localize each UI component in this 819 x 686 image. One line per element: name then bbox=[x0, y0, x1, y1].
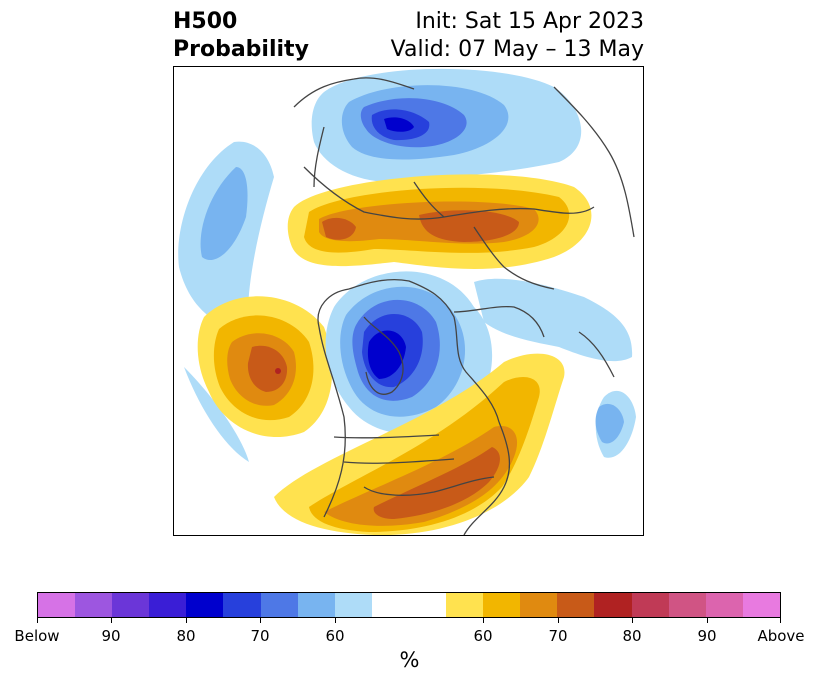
colorbar-ticks: Below 90 80 70 60 60 70 80 90 Above bbox=[14, 618, 805, 645]
colorbar-tick-mark bbox=[632, 618, 633, 623]
colorbar-swatch bbox=[408, 593, 447, 617]
anomaly-above-north-pacific bbox=[197, 296, 333, 438]
colorbar-tick-mark bbox=[483, 618, 484, 623]
colorbar-tick-label: 90 bbox=[101, 627, 121, 645]
coastlines bbox=[293, 77, 635, 535]
colorbar-tick-mark bbox=[260, 618, 261, 623]
colorbar-swatch bbox=[186, 593, 224, 617]
colorbar-tick-label: Above bbox=[757, 627, 805, 645]
colorbar-tick-mark bbox=[780, 618, 781, 623]
colorbar-tick-label: 60 bbox=[325, 627, 345, 645]
colorbar-tick-mark bbox=[707, 618, 708, 623]
anomaly-below-north-pacific bbox=[178, 141, 274, 462]
map-panel bbox=[173, 66, 644, 536]
colorbar-tick-label: 80 bbox=[622, 627, 642, 645]
colorbar-tick-mark bbox=[37, 618, 38, 623]
colorbar-tick-mark bbox=[558, 618, 559, 623]
valid-period: Valid: 07 May – 13 May bbox=[390, 37, 644, 62]
probability-map bbox=[178, 68, 636, 535]
colorbar-swatch bbox=[75, 593, 113, 617]
colorbar-swatch bbox=[705, 593, 743, 617]
colorbar bbox=[37, 592, 781, 618]
colorbar-tick-mark bbox=[335, 618, 336, 623]
colorbar-swatch bbox=[38, 593, 76, 617]
init-date: Init: Sat 15 Apr 2023 bbox=[415, 9, 644, 34]
title-product-name: Probability bbox=[173, 37, 309, 62]
colorbar-tick-label: 70 bbox=[250, 627, 270, 645]
colorbar-swatch bbox=[149, 593, 187, 617]
colorbar-swatch bbox=[223, 593, 261, 617]
colorbar-tick-mark bbox=[186, 618, 187, 623]
colorbar-tick-label: 70 bbox=[548, 627, 568, 645]
colorbar-swatch bbox=[446, 593, 484, 617]
colorbar-tick-label: 60 bbox=[473, 627, 493, 645]
colorbar-swatch bbox=[631, 593, 669, 617]
colorbar-swatch bbox=[594, 593, 632, 617]
title-right: Init: Sat 15 Apr 2023 Valid: 07 May – 13… bbox=[391, 8, 644, 64]
colorbar-swatch bbox=[112, 593, 150, 617]
colorbar-swatch bbox=[520, 593, 558, 617]
colorbar-swatch bbox=[334, 593, 372, 617]
colorbar-swatch bbox=[557, 593, 595, 617]
anomaly-above-eastern-us bbox=[274, 353, 565, 535]
colorbar-swatch bbox=[260, 593, 298, 617]
colorbar-tick-label: 80 bbox=[176, 627, 196, 645]
anomaly-above-europe bbox=[287, 174, 592, 269]
colorbar-swatch bbox=[371, 593, 409, 617]
colorbar-tick-label: Below bbox=[14, 627, 60, 645]
colorbar-swatch bbox=[668, 593, 706, 617]
title-left: H500 Probability bbox=[173, 8, 309, 64]
colorbar-swatch bbox=[483, 593, 521, 617]
colorbar-tick-mark bbox=[111, 618, 112, 623]
title-field-name: H500 bbox=[173, 9, 238, 34]
colorbar-swatch bbox=[297, 593, 335, 617]
colorbar-swatch bbox=[742, 593, 780, 617]
colorbar-unit-label: % bbox=[399, 648, 420, 672]
anomaly-below-east-asia bbox=[311, 68, 582, 183]
colorbar-tick-label: 90 bbox=[697, 627, 717, 645]
